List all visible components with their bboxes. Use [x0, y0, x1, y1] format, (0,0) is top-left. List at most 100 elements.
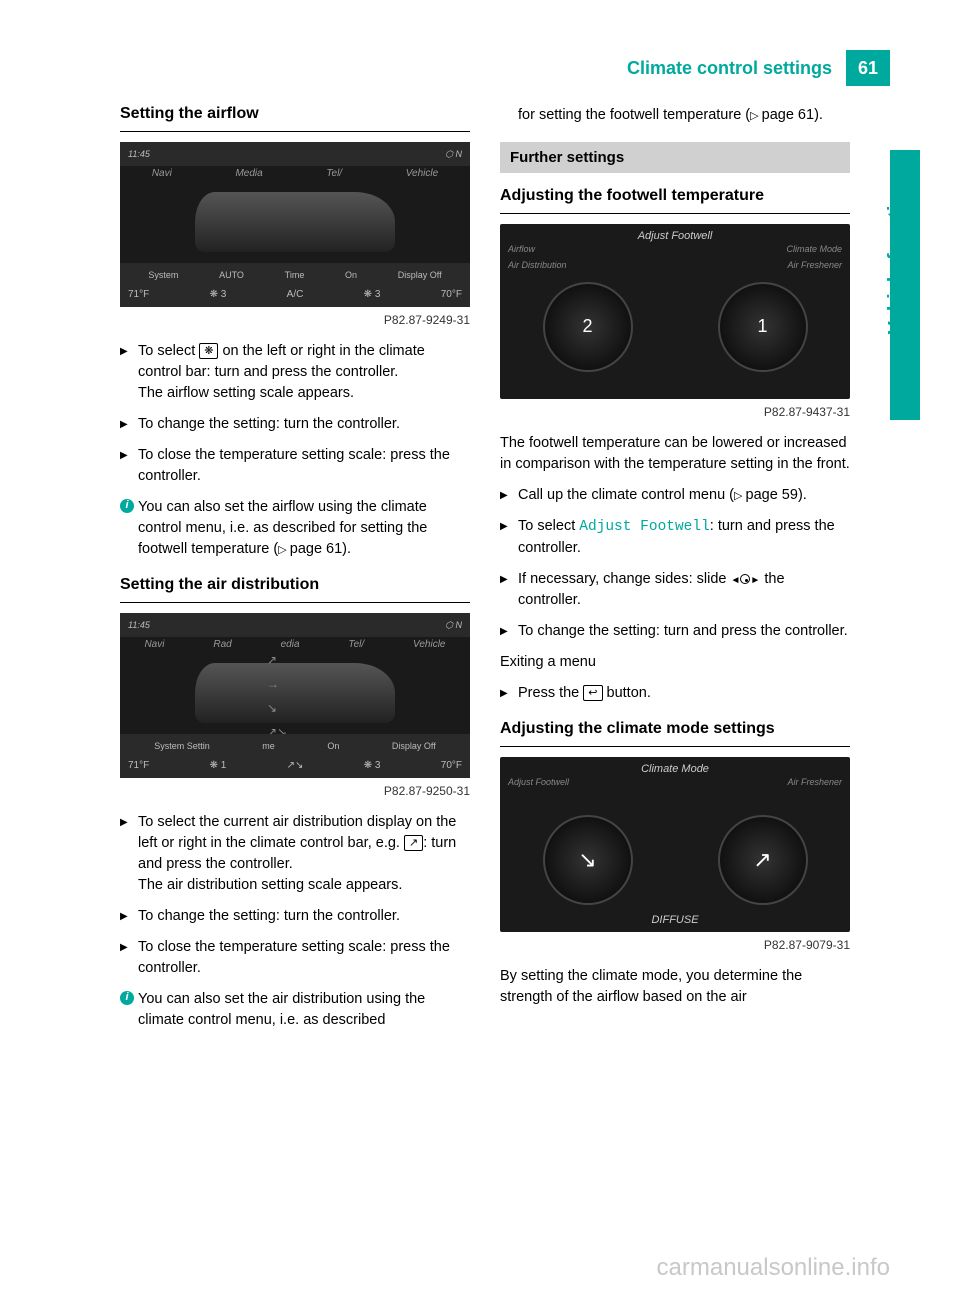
slide-icon — [731, 569, 761, 590]
triangle-icon — [120, 813, 128, 831]
heading-airflow: Setting the airflow — [120, 105, 470, 123]
back-icon: ↩ — [583, 685, 602, 701]
rule — [500, 213, 850, 214]
list-airdist: To select the current air distribution d… — [120, 812, 470, 1031]
exit-label: Exiting a menu — [500, 652, 850, 673]
triangle-icon — [500, 684, 508, 702]
triangle-icon — [120, 415, 128, 433]
fig-time: 11:45 — [128, 620, 150, 630]
text: The air distribution setting scale appea… — [138, 877, 402, 893]
text: To change the setting: turn the controll… — [138, 908, 400, 924]
fig-tel: Tel/ — [326, 168, 342, 179]
list-item: To change the setting: turn the controll… — [120, 414, 470, 435]
text: Press the — [518, 685, 583, 701]
fig-gauges: 2 1 — [500, 254, 850, 399]
heading-footwell: Adjusting the footwell temperature — [500, 187, 850, 205]
airdist-icon: ↗ — [404, 835, 423, 851]
fig-navi: Navi — [152, 168, 172, 179]
section-bar-further: Further settings — [500, 142, 850, 173]
triangle-icon — [120, 907, 128, 925]
text: for setting the footwell temperature ( — [518, 107, 750, 123]
page-number: 61 — [846, 50, 890, 86]
page-ref: page 61 — [750, 107, 814, 123]
list-item: Call up the climate control menu (page 5… — [500, 485, 850, 506]
figure-footwell: Adjust Footwell Airflow Air Distribution… — [500, 224, 850, 399]
list-item: To select ❋ on the left or right in the … — [120, 341, 470, 404]
gauge-left: ↘ — [543, 815, 633, 905]
figure-caption: P82.87-9250-31 — [120, 784, 470, 798]
fig-left-label: Adjust Footwell — [508, 777, 569, 787]
triangle-icon — [120, 938, 128, 956]
list-item: You can also set the air distribution us… — [120, 989, 470, 1031]
fig-topbar: 11:45 ⬡ N — [120, 613, 470, 637]
gauge-left: 2 — [543, 282, 633, 372]
text: To close the temperature setting scale: … — [138, 447, 450, 484]
cont-text: for setting the footwell temperature (pa… — [500, 105, 850, 126]
list-exit: Press the ↩ button. — [500, 683, 850, 704]
text: If necessary, change sides: slide — [518, 571, 731, 587]
fig-rad: Rad — [213, 639, 231, 650]
text: button. — [603, 685, 651, 701]
fig-compass: ⬡ N — [445, 620, 462, 631]
right-column: for setting the footwell temperature (pa… — [500, 105, 850, 1222]
rule — [120, 131, 470, 132]
fig-dist-icons: ↗→↘↗↘ — [267, 653, 317, 739]
list-item: If necessary, change sides: slide the co… — [500, 569, 850, 611]
text: To close the temperature setting scale: … — [138, 939, 450, 976]
triangle-icon — [500, 570, 508, 588]
list-item: To select the current air distribution d… — [120, 812, 470, 896]
triangle-icon — [120, 342, 128, 360]
triangle-icon — [500, 622, 508, 640]
fig-temp-r: 70°F — [441, 760, 462, 771]
watermark: carmanualsonline.info — [657, 1254, 890, 1282]
text: The airflow setting scale appears. — [138, 385, 354, 401]
text: You can also set the air distribution us… — [138, 991, 425, 1028]
list-item: To change the setting: turn and press th… — [500, 621, 850, 642]
page-ref: page 59 — [734, 487, 798, 503]
figure-airdist: 11:45 ⬡ N Navi Rad edia Tel/ Vehicle ↗→↘… — [120, 613, 470, 778]
figure-airflow: 11:45 ⬡ N Navi Media Tel/ Vehicle System… — [120, 142, 470, 307]
rule — [120, 602, 470, 603]
side-label: Vehicle functions — [885, 170, 908, 410]
triangle-icon — [500, 517, 508, 535]
fig-title: Climate Mode — [641, 763, 709, 775]
left-column: Setting the airflow 11:45 ⬡ N Navi Media… — [120, 105, 470, 1222]
fig-auto: AUTO — [219, 270, 244, 280]
fig-fan2: ❋ 3 — [364, 289, 381, 300]
list-item: To close the temperature setting scale: … — [120, 937, 470, 979]
text: To change the setting: turn and press th… — [518, 623, 848, 639]
fig-ac: A/C — [287, 289, 304, 300]
triangle-icon — [120, 446, 128, 464]
list-item: To select Adjust Footwell: turn and pres… — [500, 516, 850, 559]
list-item: To change the setting: turn the controll… — [120, 906, 470, 927]
figure-caption: P82.87-9079-31 — [500, 938, 850, 952]
list-item: To close the temperature setting scale: … — [120, 445, 470, 487]
fig-right-label: Air Freshener — [787, 777, 842, 787]
fig-system: System — [148, 270, 178, 280]
fig-vehicle: Vehicle — [413, 639, 445, 650]
text: ). — [814, 107, 823, 123]
gauge-right: ↗ — [718, 815, 808, 905]
fig-display: Display Off — [392, 741, 436, 751]
fig-time: 11:45 — [128, 149, 150, 159]
fig-navi: Navi — [144, 639, 164, 650]
fig-system: System Settin — [154, 741, 210, 751]
fig-title: Adjust Footwell — [638, 230, 713, 242]
fig-menu: Navi Rad edia Tel/ Vehicle — [120, 639, 470, 650]
header-title: Climate control settings — [627, 50, 846, 86]
fig-fan: ❋ 3 — [210, 289, 227, 300]
text: To select — [138, 343, 199, 359]
page-ref: page 61 — [278, 541, 342, 557]
fig-menu: Navi Media Tel/ Vehicle — [120, 168, 470, 179]
fig-fan: ❋ 1 — [210, 760, 227, 771]
fig-tel: Tel/ — [348, 639, 364, 650]
text: ). — [342, 541, 351, 557]
fig-bot-label: DIFFUSE — [651, 914, 698, 926]
text: ). — [798, 487, 807, 503]
fig-vehicle: Vehicle — [406, 168, 438, 179]
fig-compass: ⬡ N — [445, 149, 462, 160]
text: Call up the climate control menu ( — [518, 487, 734, 503]
info-icon — [120, 499, 134, 513]
figure-caption: P82.87-9249-31 — [120, 313, 470, 327]
heading-climatemode: Adjusting the climate mode settings — [500, 720, 850, 738]
